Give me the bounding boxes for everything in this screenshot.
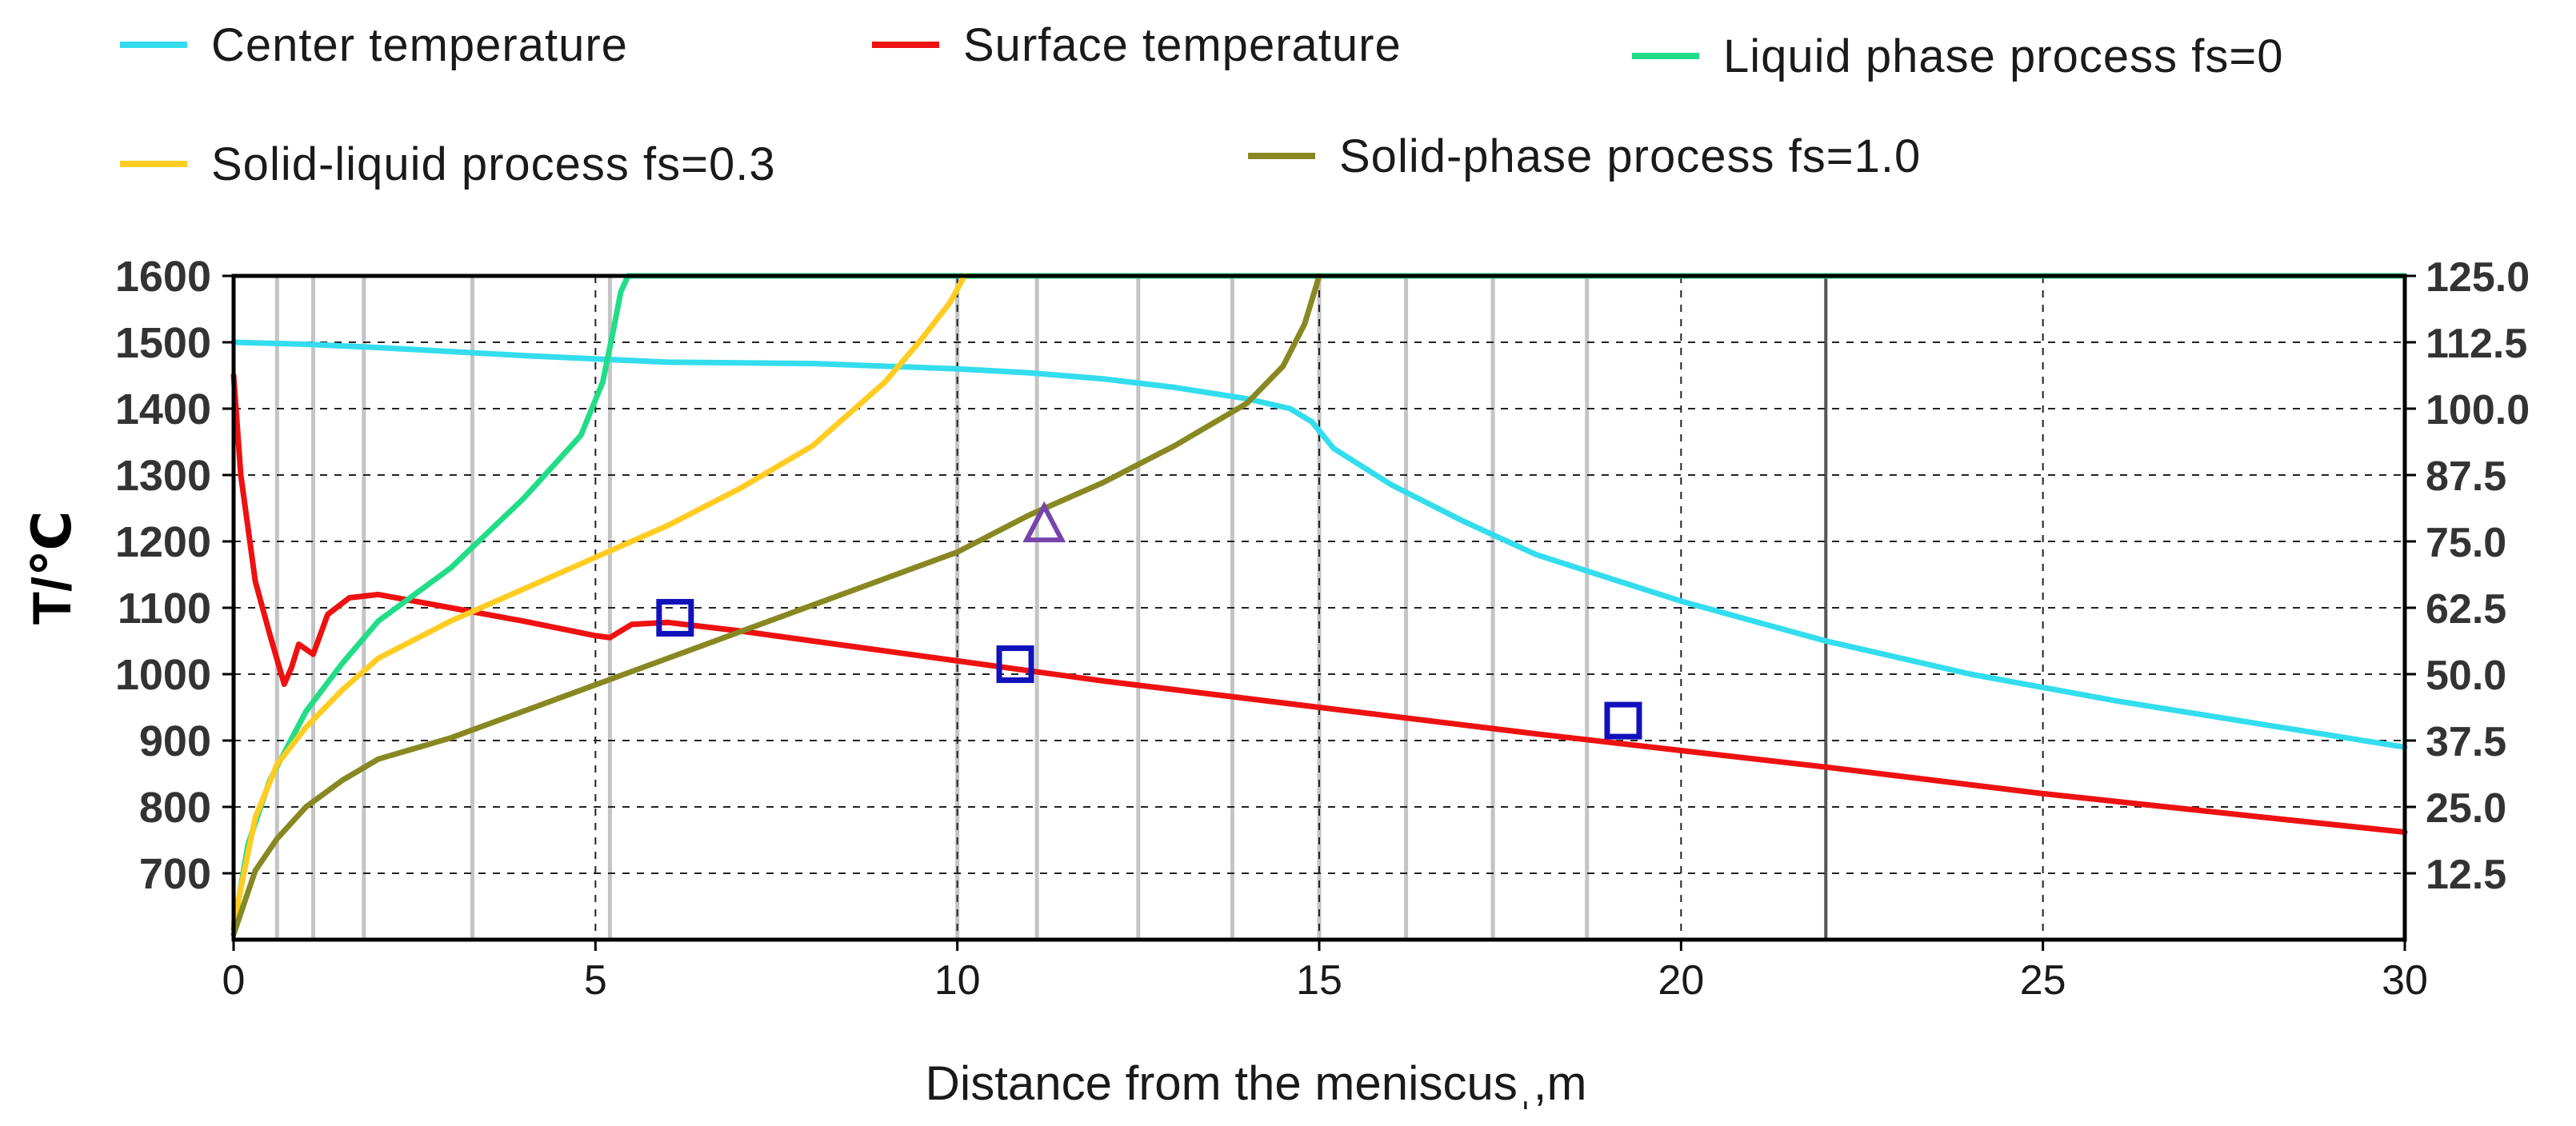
x-tick-label: 15 [1296, 957, 1342, 1004]
series-line-3 [230, 273, 968, 927]
y-tick-label: 1100 [118, 585, 211, 633]
x-tick-label: 30 [2382, 957, 2428, 1004]
y-tick-label: 1400 [115, 385, 211, 433]
legend-item-center-temperature: Center temperature [120, 13, 628, 77]
legend-item-surface-temperature: Surface temperature [872, 13, 1402, 77]
series-line-0 [230, 339, 2408, 750]
y2-tick-label: 62.5 [2426, 586, 2506, 633]
y2-tick-label: 87.5 [2426, 453, 2506, 500]
y2-tick-label: 37.5 [2426, 719, 2506, 765]
x-tick-label: 25 [2020, 957, 2066, 1004]
legend-item-solid-phase: Solid-phase process fs=1.0 [1248, 124, 1921, 188]
legend-label-surface: Surface temperature [963, 18, 1402, 71]
x-tick-label: 10 [934, 957, 981, 1004]
y-tick-label: 1200 [115, 518, 211, 566]
measured-point-triangle [1022, 501, 1066, 543]
legend-swatch-solid-liquid [120, 161, 187, 167]
y-tick-label: 700 [139, 850, 211, 898]
legend-item-liquid-phase: Liquid phase process fs=0 [1632, 24, 2284, 88]
y-tick-label: 800 [139, 784, 211, 832]
measured-point-square [996, 645, 1034, 684]
series-line-4 [230, 273, 1322, 937]
x-tick-label: 0 [222, 957, 246, 1004]
x-axis-label: Distance from the meniscusˌ,m [926, 1056, 1587, 1110]
y2-tick-label: 50.0 [2426, 653, 2506, 699]
legend-swatch-surface [872, 42, 939, 48]
measured-point-square [656, 598, 694, 637]
legend-swatch-liquid [1632, 53, 1699, 59]
legend-item-solid-liquid: Solid-liquid process fs=0.3 [120, 132, 776, 196]
y-tick-label: 1600 [115, 253, 211, 301]
legend-swatch-center [120, 42, 187, 48]
legend-swatch-solid-phase [1248, 153, 1315, 159]
y-tick-label: 1500 [115, 319, 211, 367]
legend-label-solid-phase: Solid-phase process fs=1.0 [1339, 130, 1922, 182]
measured-point-square [1604, 701, 1642, 740]
y-tick-label: 1300 [115, 452, 211, 500]
y2-tick-label: 25.0 [2426, 785, 2506, 832]
legend-label-solid-liquid: Solid-liquid process fs=0.3 [211, 138, 776, 190]
y-axis-label: T/℃ [22, 511, 82, 625]
legend-label-liquid: Liquid phase process fs=0 [1723, 30, 2284, 82]
x-tick-label: 5 [584, 957, 607, 1004]
y2-tick-label: 100.0 [2426, 387, 2530, 433]
series-line-1 [230, 373, 2408, 835]
y2-tick-label: 125.0 [2426, 254, 2530, 301]
legend-label-center: Center temperature [211, 18, 628, 71]
y-tick-label: 1000 [115, 651, 211, 699]
y2-tick-label: 112.5 [2426, 321, 2527, 367]
x-tick-label: 20 [1658, 957, 1704, 1004]
y-tick-label: 900 [139, 717, 211, 765]
y2-tick-label: 75.0 [2426, 520, 2506, 566]
y2-tick-label: 12.5 [2426, 852, 2506, 898]
